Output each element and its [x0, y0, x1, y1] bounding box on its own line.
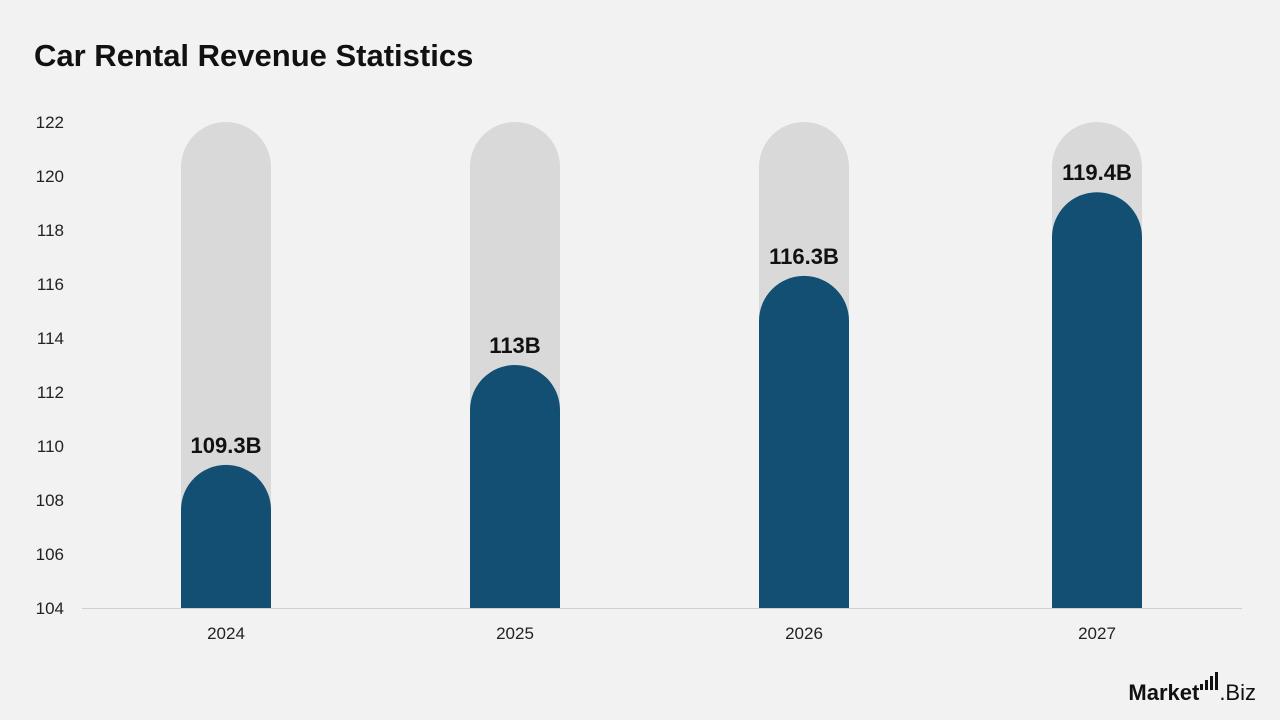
- y-tick-label: 120: [36, 167, 64, 186]
- chart-title: Car Rental Revenue Statistics: [34, 38, 474, 73]
- data-label: 109.3B: [191, 433, 262, 458]
- x-tick-label: 2026: [785, 624, 823, 643]
- y-tick-label: 114: [37, 329, 64, 348]
- x-tick-label: 2025: [496, 624, 534, 643]
- data-label: 113B: [489, 333, 540, 358]
- x-tick-label: 2024: [207, 624, 245, 643]
- y-tick-label: 110: [37, 437, 64, 456]
- data-label: 119.4B: [1062, 160, 1132, 185]
- bar: [759, 275, 849, 608]
- logo-suffix: .Biz: [1219, 680, 1256, 705]
- y-tick-label: 104: [36, 599, 64, 618]
- y-tick-label: 116: [37, 275, 64, 294]
- bar: [181, 464, 271, 608]
- y-tick-label: 112: [37, 383, 64, 402]
- data-label: 116.3B: [769, 244, 839, 269]
- logo-bars-icon: [1200, 672, 1219, 690]
- y-tick-label: 122: [36, 113, 64, 132]
- logo-name: Market: [1128, 680, 1200, 705]
- y-tick-label: 118: [37, 221, 64, 240]
- bar: [470, 365, 560, 608]
- y-tick-label: 108: [36, 491, 64, 510]
- x-tick-label: 2027: [1078, 624, 1116, 643]
- marketbiz-logo: Market .Biz: [1128, 672, 1256, 706]
- bar: [1052, 192, 1142, 608]
- y-tick-label: 106: [36, 545, 64, 564]
